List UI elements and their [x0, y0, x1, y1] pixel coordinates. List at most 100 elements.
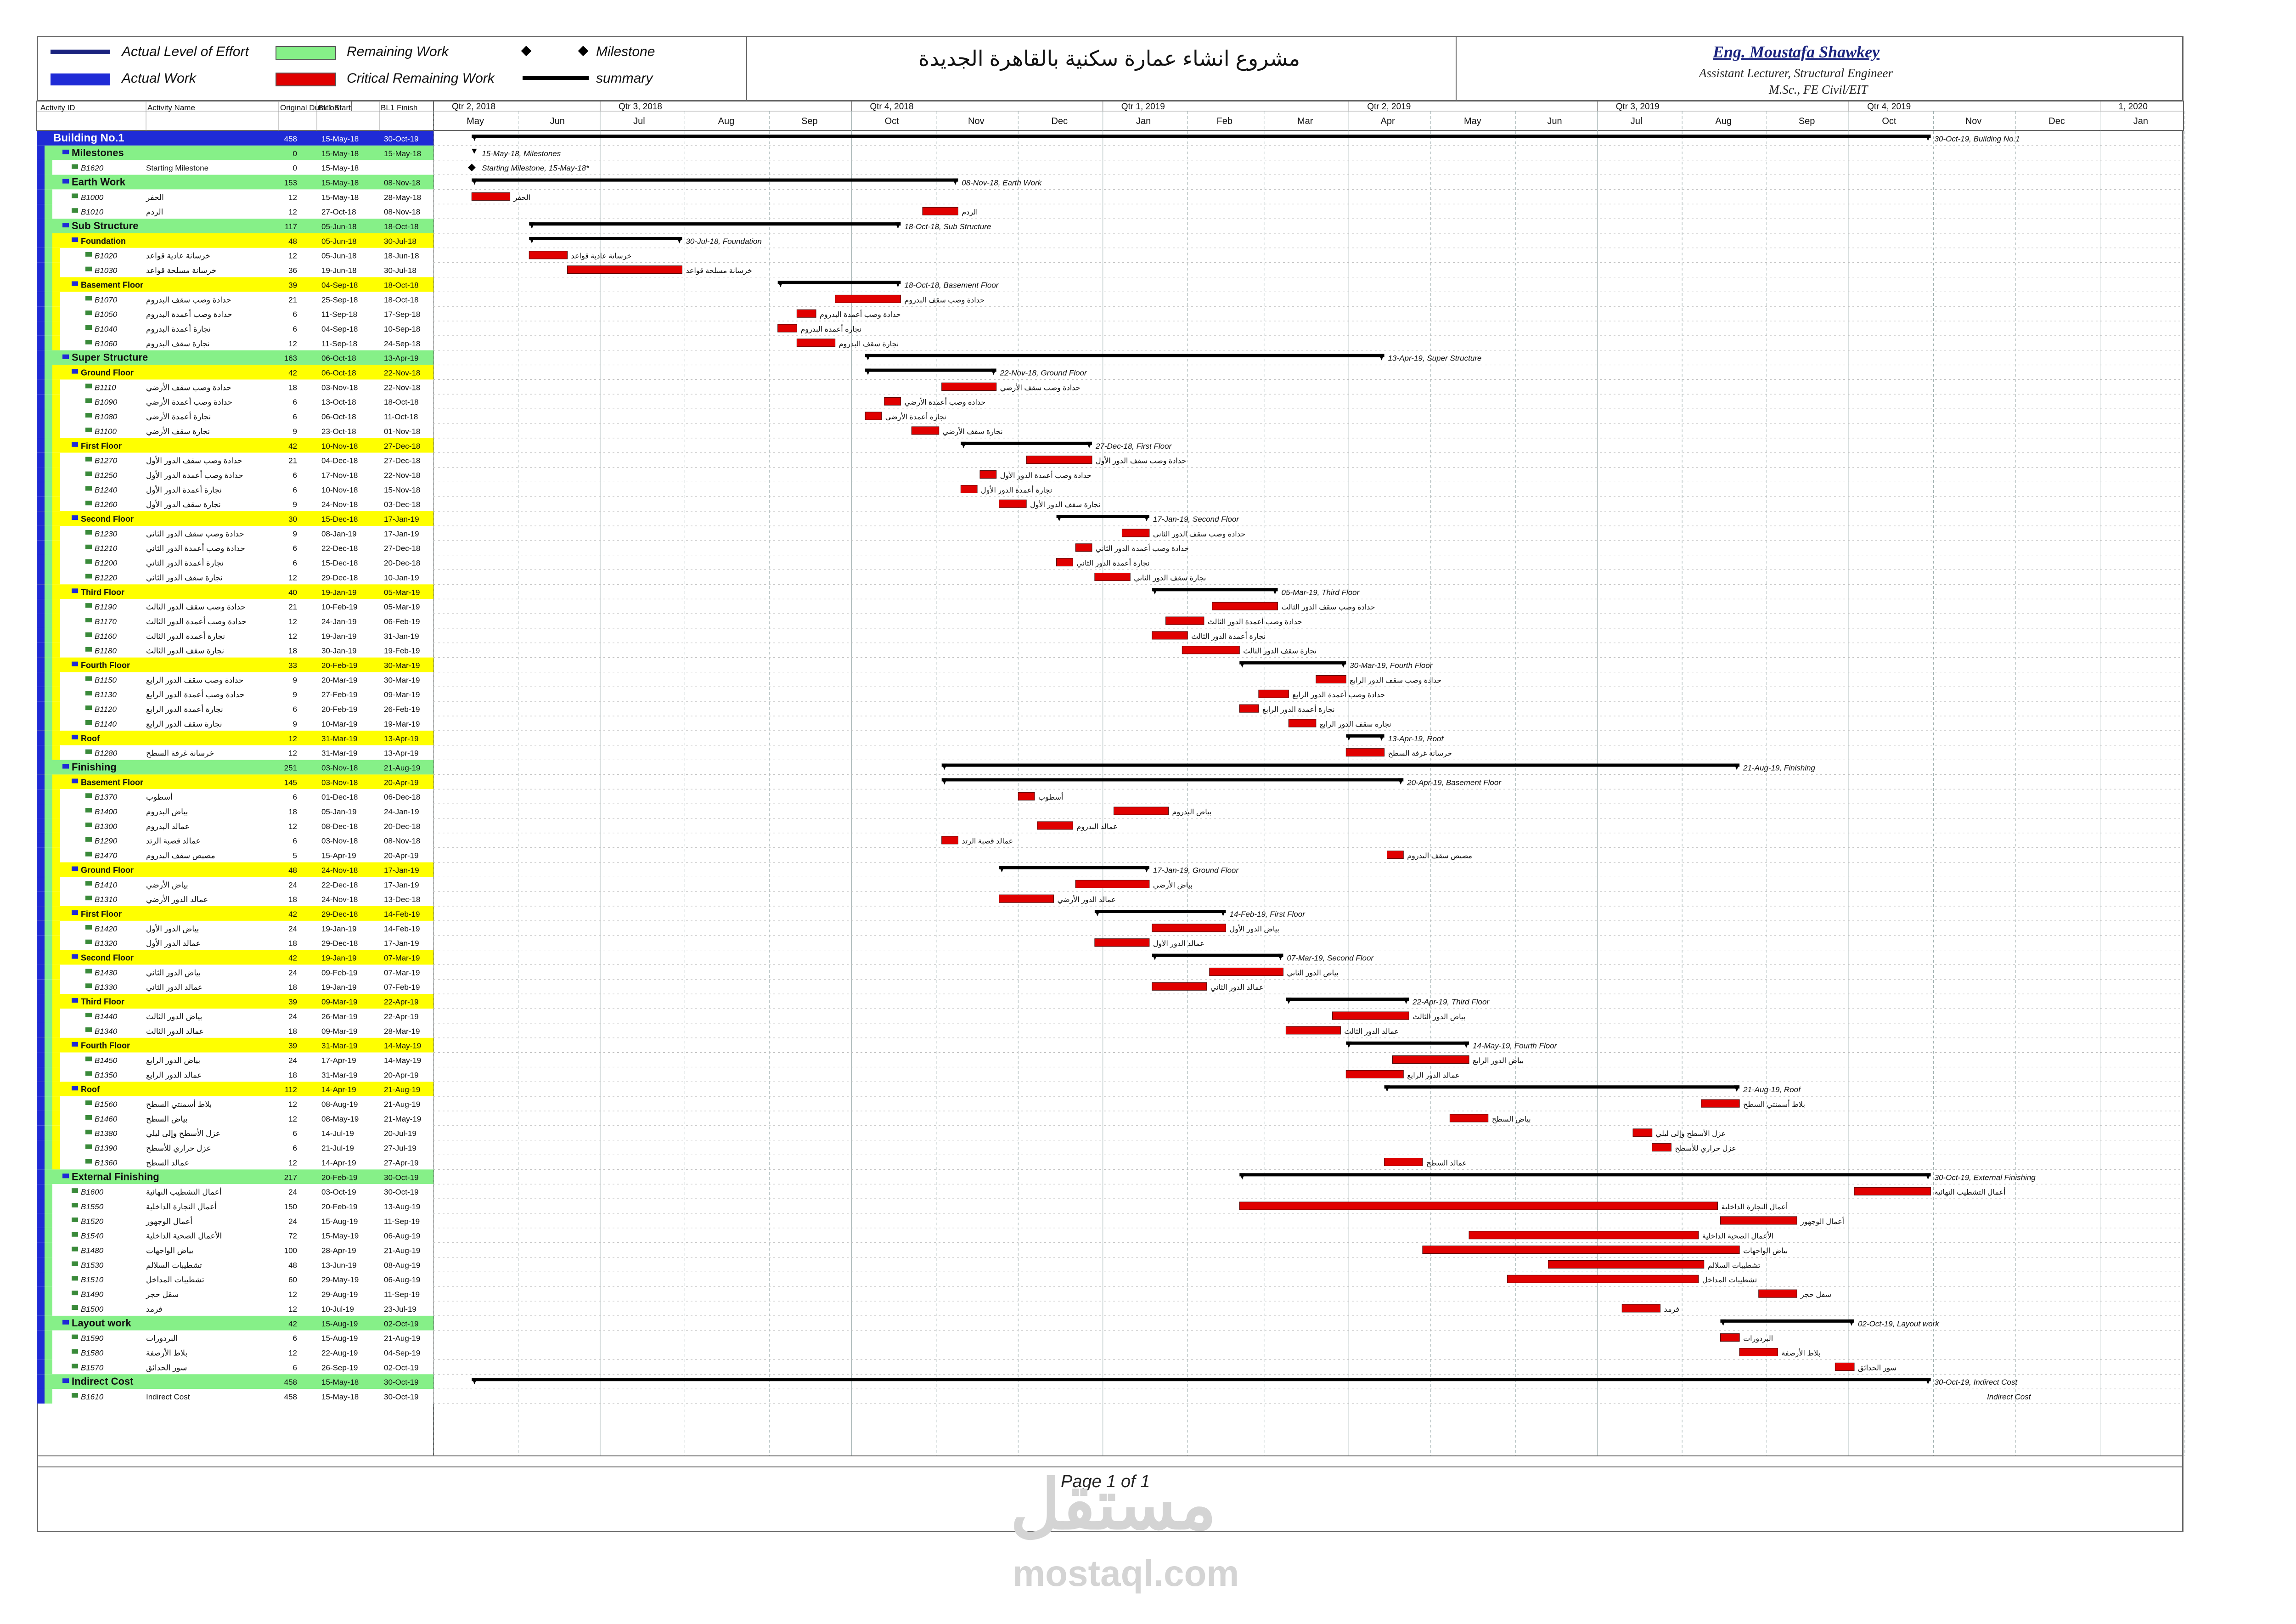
- summary-start-marker: [472, 148, 477, 154]
- table-row: [37, 467, 433, 482]
- bar-label: 15-May-18, Milestones: [482, 149, 561, 158]
- wbs-name: Basement Floor: [81, 778, 143, 787]
- activity-name: عزل حراري للأسطح: [146, 1144, 211, 1153]
- table-row: [37, 438, 433, 453]
- bar-label: بياض السطح: [1492, 1116, 1531, 1123]
- activity-start: 15-Apr-19: [321, 851, 356, 860]
- activity-duration: 42: [288, 369, 297, 378]
- row-level-stripe: [37, 438, 45, 453]
- activity-duration: 6: [293, 1129, 297, 1138]
- activity-finish: 27-Apr-19: [384, 1158, 419, 1167]
- activity-name: بلاط الأرصفة: [146, 1348, 187, 1358]
- row-level-stripe: [45, 365, 52, 380]
- row-level-stripe: [37, 935, 45, 950]
- activity-name: نجارة سقف الدور الأول: [146, 500, 221, 509]
- activity-icon: [72, 1232, 78, 1237]
- activity-finish: 21-Aug-19: [384, 1334, 420, 1343]
- activity-duration: 112: [285, 1085, 297, 1094]
- activity-name: خرسانة عادية قواعد: [146, 252, 210, 261]
- table-row: [37, 262, 433, 277]
- bar-label: عمالد الدور الأول: [1153, 939, 1204, 948]
- row-level-stripe: [37, 833, 45, 848]
- table-row: [37, 1067, 433, 1082]
- activity-icon: [85, 603, 92, 608]
- activity-name: أعمال التشطيب النهائية: [146, 1187, 222, 1197]
- summary-end-marker: [1143, 515, 1149, 522]
- table-row: [37, 1272, 433, 1287]
- bar-label: حدادة وصب أعمدة الدور الأول: [1000, 470, 1092, 479]
- bar-label: 22-Nov-18, Ground Floor: [1000, 369, 1087, 378]
- row-level-stripe: [52, 891, 60, 907]
- bar-label: 30-Mar-19, Fourth Floor: [1350, 661, 1433, 670]
- row-level-stripe: [45, 1389, 52, 1404]
- activity-finish: 14-May-19: [384, 1042, 421, 1050]
- activity-duration: 12: [288, 208, 297, 216]
- row-level-stripe: [52, 1125, 60, 1140]
- row-level-stripe: [45, 745, 52, 760]
- legend-milestone: Milestone: [596, 44, 655, 59]
- activity-finish: 08-Nov-18: [384, 837, 420, 846]
- activity-start: 05-Jun-18: [321, 252, 357, 260]
- activity-finish: 04-Sep-19: [384, 1348, 420, 1357]
- row-level-stripe: [45, 248, 52, 263]
- activity-finish: 05-Mar-19: [384, 588, 420, 597]
- activity-start: 03-Nov-18: [321, 763, 358, 772]
- activity-finish: 17-Jan-19: [384, 866, 419, 874]
- summary-bar: [961, 441, 1092, 445]
- activity-start: 25-Sep-18: [321, 295, 358, 304]
- critical-bar: [1422, 1246, 1740, 1254]
- activity-finish: 24-Jan-19: [384, 807, 419, 816]
- wbs-name: Milestones: [72, 147, 124, 158]
- row-level-stripe: [52, 394, 60, 409]
- table-row: [37, 1096, 433, 1111]
- row-level-stripe: [37, 379, 45, 395]
- activity-finish: 20-Apr-19: [384, 1071, 419, 1079]
- activity-id: B1120: [95, 705, 117, 714]
- bar-label: 02-Oct-19, Layout work: [1858, 1320, 1940, 1328]
- bar-label: خرسانة مسلحة قواعد: [686, 267, 752, 275]
- row-level-stripe: [52, 877, 60, 892]
- summary-bar: [472, 1378, 1931, 1382]
- activity-id: B1290: [95, 837, 118, 846]
- activity-id: B1380: [95, 1129, 118, 1138]
- row-level-stripe: [52, 540, 60, 555]
- table-row: [37, 804, 433, 818]
- activity-name: Starting Milestone: [146, 164, 208, 173]
- activity-finish: 21-Aug-19: [384, 763, 420, 772]
- row-level-stripe: [37, 1082, 45, 1097]
- bar-label: بياض الدور الرابع: [1473, 1057, 1524, 1065]
- row-level-stripe: [45, 292, 52, 307]
- row-level-stripe: [37, 1389, 45, 1404]
- critical-bar: [1114, 806, 1169, 815]
- activity-name: حدادة وصب أعمدة الدور الرابع: [146, 689, 244, 699]
- row-level-stripe: [37, 496, 45, 512]
- activity-finish: 27-Dec-18: [384, 544, 420, 553]
- row-level-stripe: [45, 452, 52, 468]
- row-level-stripe: [52, 482, 60, 497]
- activity-start: 04-Sep-18: [321, 281, 358, 289]
- wbs-icon: [62, 179, 69, 184]
- critical-bar: [911, 426, 940, 435]
- legend-remaining-work: Remaining Work: [347, 44, 449, 59]
- row-level-stripe: [37, 540, 45, 555]
- activity-duration: 9: [293, 500, 297, 509]
- activity-name: نجارة سقف الدور الثالث: [146, 647, 224, 656]
- activity-finish: 20-Apr-19: [384, 778, 419, 787]
- activity-id: B1550: [81, 1202, 104, 1211]
- month-label: Oct: [885, 116, 900, 126]
- critical-bar: [1854, 1187, 1931, 1195]
- row-level-stripe: [37, 248, 45, 263]
- bar-label: نجارة سقف الدور الأول: [1030, 500, 1100, 509]
- wbs-icon: [72, 778, 78, 784]
- bar-label: تشطيبات السلالم: [1708, 1262, 1761, 1269]
- table-row: [37, 1359, 433, 1375]
- activity-start: 09-Mar-19: [321, 998, 357, 1006]
- activity-name: مصيص سقف البدروم: [146, 851, 215, 861]
- table-row: [37, 204, 433, 219]
- activity-start: 19-Jan-19: [321, 954, 357, 963]
- activity-duration: 458: [284, 1378, 297, 1387]
- bar-label: 30-Oct-19, Building No.1: [1935, 135, 2020, 143]
- critical-bar: [941, 836, 958, 845]
- critical-bar: [1288, 719, 1317, 727]
- activity-name: نجارة أعمدة الدور الرابع: [146, 704, 223, 714]
